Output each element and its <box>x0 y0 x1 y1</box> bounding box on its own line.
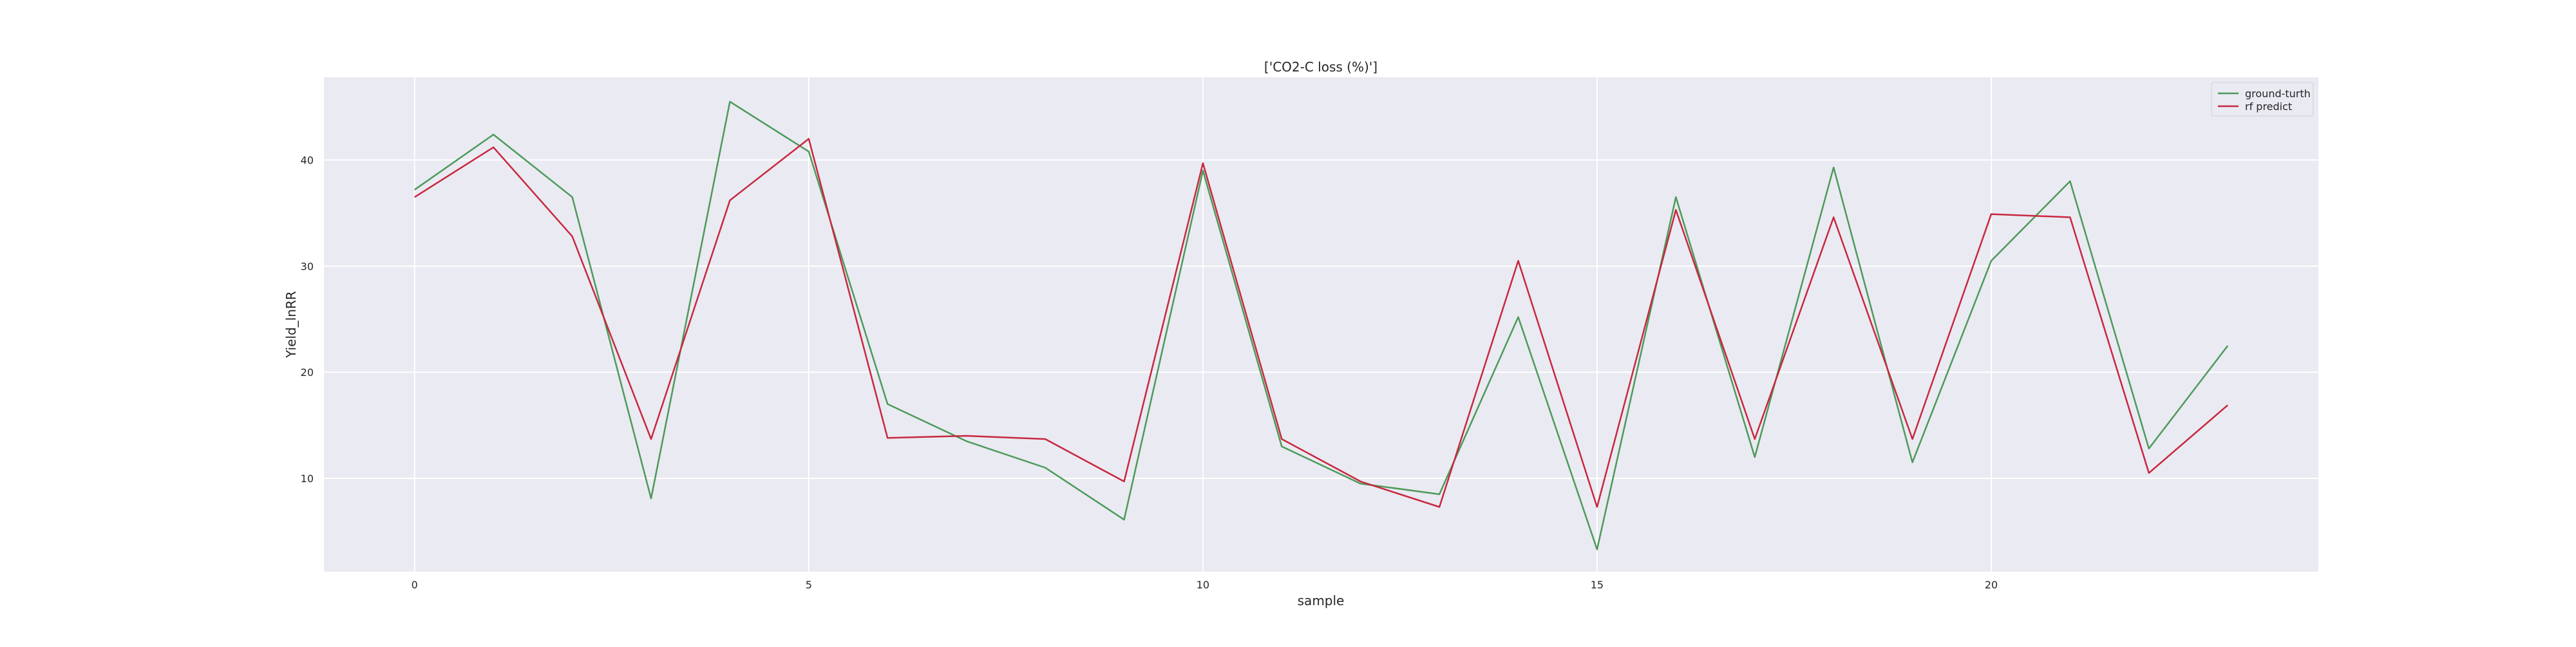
y-tick-label: 20 <box>301 366 314 379</box>
series-lines <box>414 100 2229 550</box>
x-tick-label: 15 <box>1591 579 1604 591</box>
series-line-rf-predict <box>414 138 2229 508</box>
x-axis-label: sample <box>1298 593 1345 608</box>
y-axis-label: Yield_lnRR <box>283 291 299 359</box>
legend-box <box>2211 82 2314 117</box>
legend-label: ground-turth <box>2245 88 2311 100</box>
x-tick-label: 20 <box>1985 579 1998 591</box>
grid-lines <box>324 77 2318 572</box>
series-line-ground-truth <box>414 100 2229 550</box>
legend-label: rf predict <box>2245 100 2292 113</box>
y-tick-label: 10 <box>301 473 314 485</box>
plot-area <box>324 77 2318 572</box>
y-tick-label: 30 <box>301 260 314 272</box>
x-tick-label: 10 <box>1197 579 1209 591</box>
tick-labels: 0 5 10 15 20 10 20 30 40 <box>301 155 1998 591</box>
x-tick-label: 0 <box>412 579 418 591</box>
chart-title: ['CO2-C loss (%)'] <box>1264 59 1378 75</box>
x-tick-label: 5 <box>806 579 812 591</box>
y-tick-label: 40 <box>301 155 314 167</box>
